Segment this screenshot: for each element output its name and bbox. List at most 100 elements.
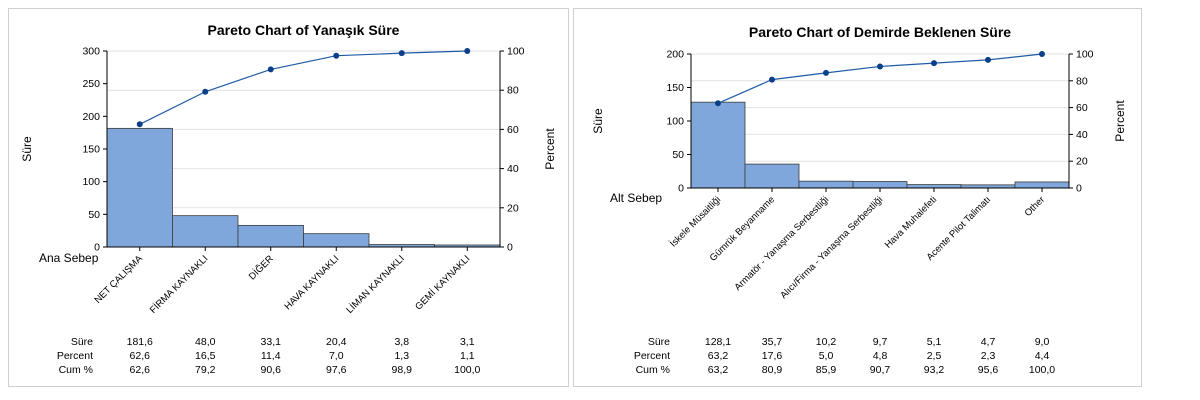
table-cell: 95,6 <box>978 364 999 376</box>
table-cell: 85,9 <box>816 364 837 376</box>
cum-point-4 <box>333 52 340 59</box>
y-tick-label: 300 <box>82 46 100 58</box>
y-tick-label: 150 <box>82 144 100 156</box>
cum-point-1 <box>136 121 143 128</box>
y2-tick-label: 0 <box>1076 183 1082 195</box>
table-cell: 100,0 <box>454 364 480 376</box>
chart-title: Pareto Chart of Demirde Beklenen Süre <box>749 24 1011 40</box>
category-label-3: DİĞER <box>247 253 276 282</box>
cum-point-2 <box>769 76 775 83</box>
table-cell: 33,1 <box>261 336 282 348</box>
cum-point-7 <box>1039 51 1045 57</box>
x-axis-label: Ana Sebep <box>39 251 99 265</box>
table-cell: 7,0 <box>329 350 344 362</box>
bar-1 <box>106 127 173 248</box>
table-row-label: Cum % <box>636 364 670 376</box>
table-cell: 3,8 <box>394 336 409 348</box>
table-cell: 128,1 <box>705 336 731 348</box>
y-tick-label: 100 <box>82 176 100 188</box>
y2-tick-label: 60 <box>1076 102 1088 114</box>
bar-4 <box>852 181 908 189</box>
category-label-5: Hava Muhalefeti <box>883 194 939 250</box>
y2-tick-label: 100 <box>1076 49 1094 61</box>
category-label-1: İskele Müsaitliği <box>668 194 723 249</box>
table-cell: 9,7 <box>873 336 888 348</box>
table-cell: 63,2 <box>708 350 729 362</box>
table-cell: 1,1 <box>460 350 475 362</box>
y2-tick-label: 60 <box>507 124 519 136</box>
table-cell: 93,2 <box>924 364 945 376</box>
bar-3 <box>237 224 304 248</box>
table-cell: 5,1 <box>927 336 942 348</box>
table-row-label: Cum % <box>59 364 93 376</box>
cum-point-6 <box>985 56 991 63</box>
y2-tick-label: 40 <box>507 163 519 175</box>
y-tick-label: 50 <box>672 149 684 161</box>
table-cell: 10,2 <box>816 336 837 348</box>
y-axis-label: Süre <box>591 108 605 134</box>
table-cell: 1,3 <box>394 350 409 362</box>
bar-2 <box>744 163 800 189</box>
table-cell: 48,0 <box>195 336 216 348</box>
cum-point-2 <box>202 88 209 95</box>
x-axis-label: Alt Sebep <box>610 191 662 205</box>
pareto-chart-panel-yanasik: Pareto Chart of Yanaşık Süre 0 50 100 150 200… <box>8 8 569 387</box>
cumulative-percent-line <box>139 50 468 125</box>
cum-point-6 <box>464 48 471 54</box>
y-tick-label: 0 <box>94 242 100 254</box>
y2-tick-label: 100 <box>507 46 525 58</box>
table-cell: 98,9 <box>392 364 413 376</box>
bar-7 <box>1014 181 1070 189</box>
table-cell: 90,6 <box>261 364 282 376</box>
y2-tick-label: 0 <box>507 242 513 254</box>
table-cell: 80,9 <box>762 364 783 376</box>
bar-2 <box>172 215 239 248</box>
table-cell: 4,4 <box>1035 350 1050 362</box>
bar-3 <box>798 180 854 189</box>
category-label-1: NET ÇALIŞMA <box>92 253 145 306</box>
table-cell: 4,8 <box>873 350 888 362</box>
table-cell: 100,0 <box>1029 364 1055 376</box>
y2-tick-label: 20 <box>507 202 519 214</box>
table-cell: 90,7 <box>870 364 891 376</box>
y2-tick-label: 80 <box>1076 75 1088 87</box>
category-label-4: HAVA KAYNAKLI <box>282 253 341 312</box>
category-label-6: GEMİ KAYNAKLI <box>413 253 472 312</box>
y2-tick-label: 80 <box>507 85 519 97</box>
table-row-label: Percent <box>57 350 93 362</box>
y-tick-label: 100 <box>666 116 684 128</box>
table-row-label: Süre <box>71 336 93 348</box>
pareto-chart-demirde: Pareto Chart of Demirde Beklenen Süre 0 50… <box>591 24 1127 376</box>
table-cell: 97,6 <box>326 364 347 376</box>
category-label-2: FİRMA KAYNAKLI <box>148 253 211 316</box>
bar-4 <box>303 233 370 248</box>
table-cell: 3,1 <box>460 336 475 348</box>
pareto-chart-yanasik: Pareto Chart of Yanaşık Süre050100150200… <box>20 22 557 376</box>
y-tick-label: 250 <box>82 78 100 90</box>
pareto-chart-panel-demirde: Pareto Chart of Demirde Beklenen Süre 0 50… <box>573 8 1142 387</box>
cum-point-4 <box>877 63 883 70</box>
table-row-label: Percent <box>634 350 670 362</box>
chart-title: Pareto Chart of Yanaşık Süre <box>208 22 400 38</box>
table-cell: 20,4 <box>326 336 347 348</box>
y-tick-label: 0 <box>678 183 684 195</box>
cum-point-3 <box>823 69 829 76</box>
cumulative-percent-line <box>717 53 1043 104</box>
category-label-7: Other <box>1023 194 1048 219</box>
table-cell: 2,5 <box>927 350 942 362</box>
table-cell: 11,4 <box>261 350 281 362</box>
table-cell: 62,6 <box>130 350 151 362</box>
cum-point-1 <box>715 100 721 107</box>
y2-axis-label: Percent <box>1113 100 1127 142</box>
cum-point-5 <box>931 60 937 67</box>
category-label-3: Armatör - Yanaşma Serbestliği <box>732 194 831 293</box>
table-row-label: Süre <box>648 336 670 348</box>
table-cell: 62,6 <box>130 364 151 376</box>
cum-point-5 <box>398 50 405 57</box>
bar-5 <box>906 184 962 189</box>
table-cell: 17,6 <box>762 350 783 362</box>
y2-tick-label: 40 <box>1076 129 1088 141</box>
y2-tick-label: 20 <box>1076 156 1088 168</box>
y2-axis-label: Percent <box>543 128 557 170</box>
y-tick-label: 200 <box>666 49 684 61</box>
